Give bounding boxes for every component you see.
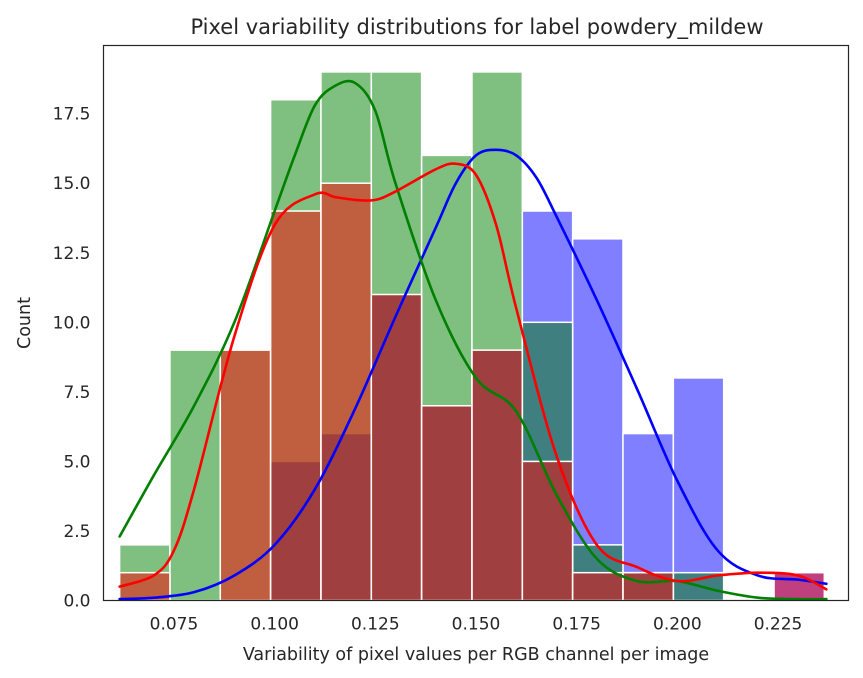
kde-layer	[118, 79, 828, 601]
plot-frame	[102, 44, 850, 602]
histogram-bar	[370, 293, 423, 602]
histogram-bar	[269, 210, 322, 602]
x-tick-label: 0.225	[754, 615, 803, 635]
x-tick-label: 0.125	[351, 615, 400, 635]
histogram-bar	[622, 571, 675, 602]
x-axis-ticks: 0.075 0.100 0.125 0.150 0.175 0.200 0.225	[150, 615, 803, 635]
y-tick-label: 12.5	[53, 244, 91, 264]
histogram-bar	[420, 405, 473, 602]
kde-curve	[118, 148, 828, 601]
x-tick-label: 0.075	[150, 615, 199, 635]
histogram-bar	[219, 349, 272, 602]
x-tick-label: 0.150	[452, 615, 501, 635]
histogram-bar	[571, 571, 624, 602]
kde-curve	[118, 162, 828, 591]
y-axis-label: Count	[15, 297, 35, 349]
y-tick-label: 0.0	[63, 592, 90, 612]
bars-layer	[118, 71, 826, 602]
x-axis-label: Variability of pixel values per RGB chan…	[243, 645, 709, 665]
x-tick-label: 0.100	[250, 615, 299, 635]
histogram-bar	[471, 349, 524, 602]
y-tick-label: 2.5	[63, 522, 90, 542]
y-tick-label: 5.0	[63, 452, 90, 472]
y-axis-ticks: 0.0 2.5 5.0 7.5 10.0 12.5 15.0 17.5	[53, 105, 91, 612]
x-tick-label: 0.175	[552, 615, 601, 635]
y-tick-label: 17.5	[53, 105, 91, 125]
histogram-bar	[169, 349, 222, 602]
histogram-bar	[521, 460, 574, 602]
y-tick-label: 7.5	[63, 383, 90, 403]
histogram-bar	[571, 238, 624, 602]
y-tick-label: 10.0	[53, 313, 91, 333]
y-tick-label: 15.0	[53, 174, 91, 194]
chart-title: Pixel variability distributions for labe…	[190, 15, 763, 40]
x-tick-label: 0.200	[653, 615, 702, 635]
